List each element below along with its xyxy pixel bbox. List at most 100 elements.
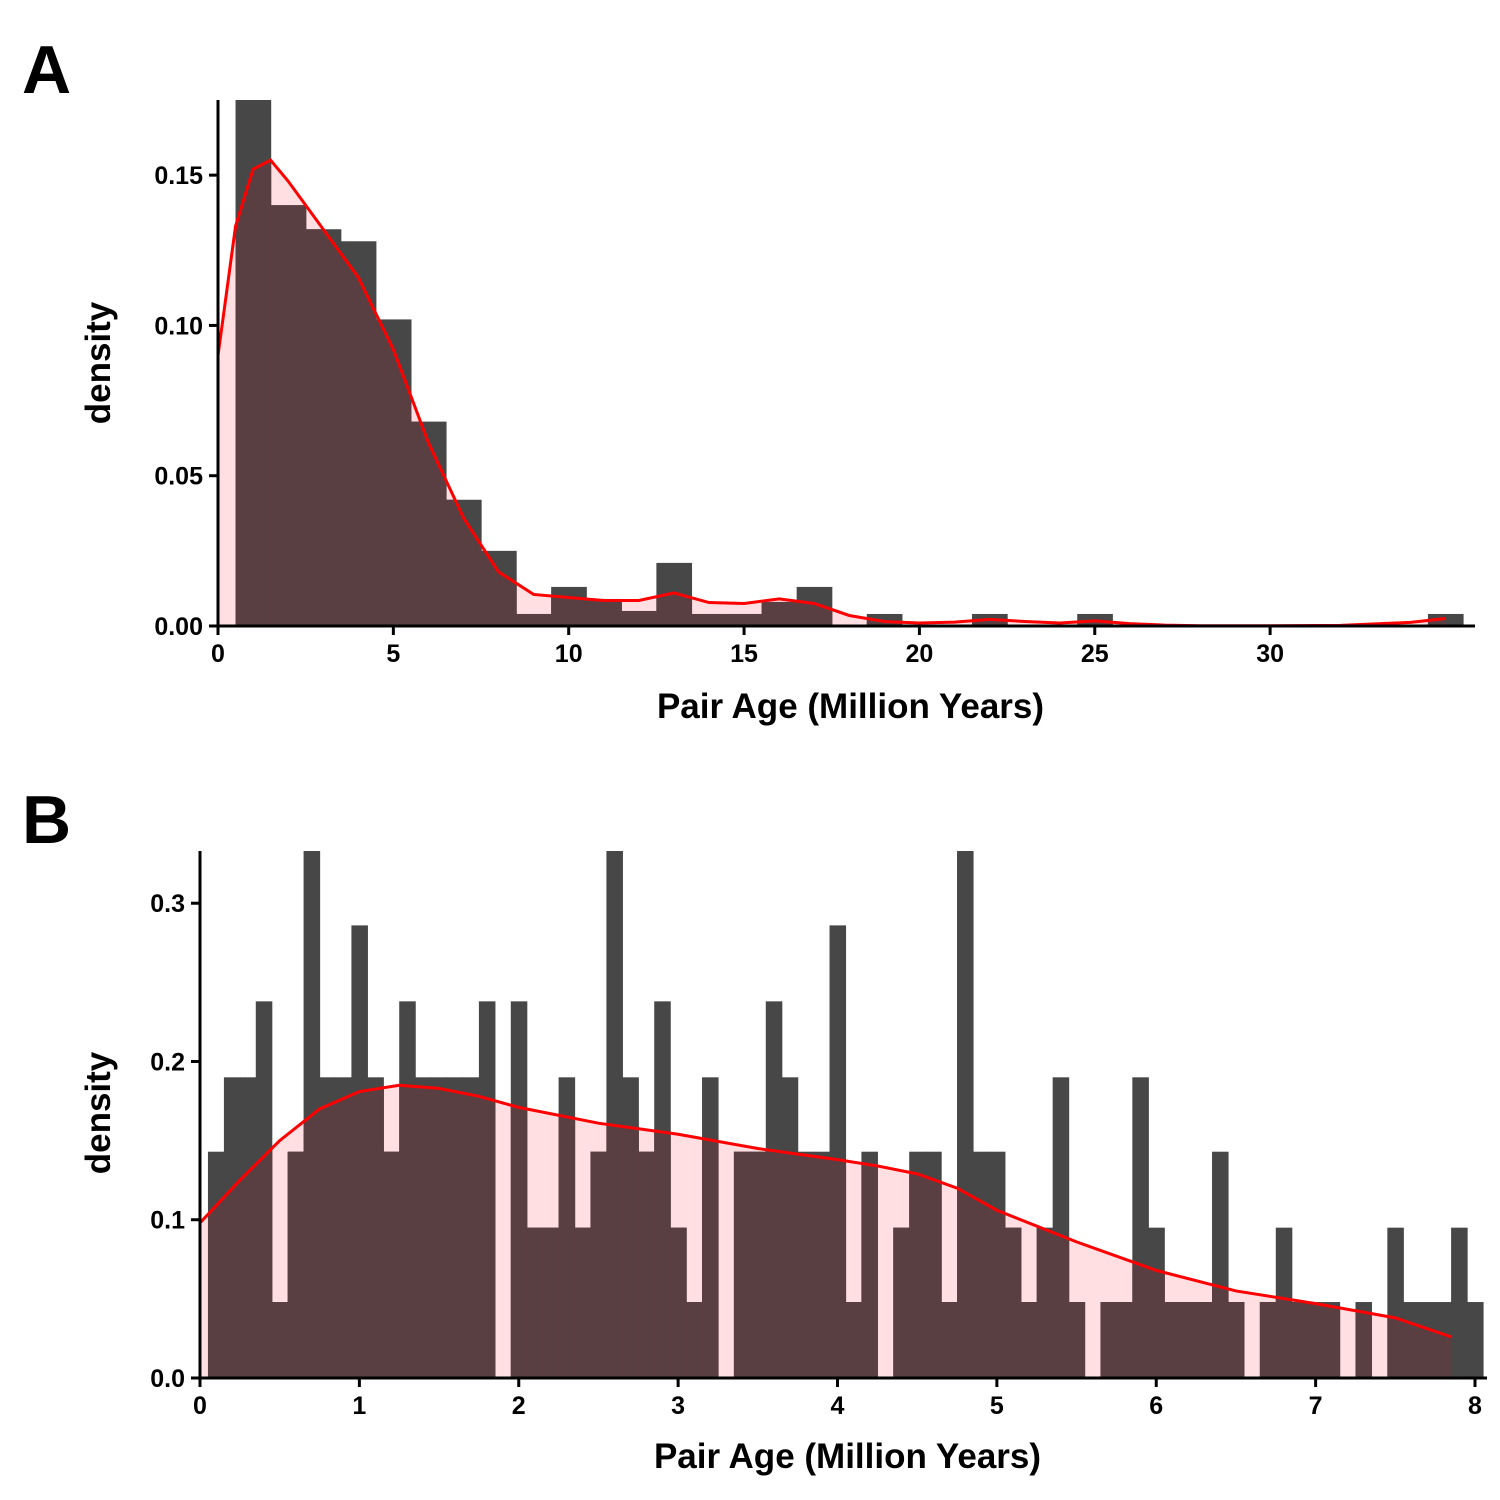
histogram-bar <box>1451 1227 1468 1378</box>
x-tick-label: 20 <box>906 640 934 668</box>
x-tick-label: 7 <box>1309 1392 1323 1420</box>
histogram-bar-overlap <box>383 1151 400 1378</box>
y-tick-label: 0.00 <box>154 613 203 641</box>
x-tick-label: 1 <box>352 1392 366 1420</box>
histogram-bar-overlap <box>516 613 552 626</box>
histogram-bar-overlap <box>1036 1227 1054 1378</box>
histogram-bar-overlap <box>287 1151 305 1378</box>
histogram-bar-overlap <box>691 613 728 626</box>
histogram-bar-overlap <box>1068 1302 1086 1378</box>
histogram-bar-overlap <box>845 1302 863 1378</box>
histogram-bar-overlap <box>1291 1302 1309 1378</box>
x-tick-label: 0 <box>193 1392 207 1420</box>
y-tick-label: 0.10 <box>154 312 203 340</box>
histogram-bar-overlap <box>270 205 307 626</box>
histogram-bar-overlap <box>351 1085 368 1378</box>
histogram-bar-overlap <box>1227 1302 1245 1378</box>
histogram-bar-overlap <box>586 598 622 626</box>
y-tick-label: 0.3 <box>150 890 185 918</box>
histogram-bar-overlap <box>761 601 798 626</box>
histogram-bar-overlap <box>1355 1302 1373 1378</box>
histogram-bar-overlap <box>1323 1302 1341 1378</box>
x-tick-label: 3 <box>671 1392 685 1420</box>
histogram-bar-overlap <box>909 1151 926 1378</box>
histogram-bar-overlap <box>1259 1302 1277 1378</box>
panel-a-chart: 0 5 10 15 20 25 30 0.00 0.05 0.10 0.15 Pair Age (Mi… <box>79 100 1475 726</box>
panel-a-label: A <box>22 32 71 108</box>
histogram-bar-overlap <box>462 1085 480 1378</box>
histogram-bar-overlap <box>654 1085 671 1378</box>
histogram-bar-overlap <box>813 1151 831 1378</box>
x-tick-label: 4 <box>831 1392 845 1420</box>
histogram-bar-overlap <box>925 1151 942 1378</box>
histogram-bar-overlap <box>415 1085 432 1378</box>
y-tick-label: 0.1 <box>150 1207 185 1235</box>
histogram-bar-overlap <box>1180 1302 1197 1378</box>
x-tick-label: 2 <box>512 1392 526 1420</box>
histogram-bar-overlap <box>542 1227 560 1378</box>
histogram-bar-overlap <box>367 1085 384 1378</box>
y-tick-label: 0.05 <box>154 463 203 491</box>
panel-a-density-line <box>216 158 1446 628</box>
x-tick-label: 6 <box>1149 1392 1163 1420</box>
histogram-bar-overlap <box>781 1085 799 1378</box>
x-tick-label: 15 <box>730 640 758 668</box>
histogram-bar-overlap <box>749 1151 767 1378</box>
histogram-bar-overlap <box>431 1085 448 1378</box>
histogram-bar-overlap <box>1004 1227 1022 1378</box>
histogram-bar-overlap <box>447 1085 464 1378</box>
histogram-bar-overlap <box>319 1085 337 1378</box>
y-tick-label: 0.0 <box>150 1365 185 1393</box>
histogram-bar-overlap <box>235 160 272 626</box>
histogram-bar-overlap <box>399 1085 416 1378</box>
histogram-bar-overlap <box>606 1085 623 1378</box>
histogram-bar-overlap <box>335 1085 353 1378</box>
x-tick-label: 5 <box>386 640 400 668</box>
histogram-bar <box>1467 1302 1484 1378</box>
histogram-bar-overlap <box>510 1085 528 1378</box>
histogram-bar-overlap <box>305 229 342 626</box>
panel-b-density-line <box>198 1083 1452 1339</box>
x-tick-label: 0 <box>211 640 225 668</box>
panel-b-label: B <box>22 782 71 858</box>
histogram-bar-overlap <box>1020 1302 1038 1378</box>
histogram-bar-overlap <box>1100 1302 1118 1378</box>
histogram-bar-overlap <box>765 1085 783 1378</box>
histogram-bar-overlap <box>1196 1302 1213 1378</box>
panel-a-y-axis-title: density <box>79 301 118 424</box>
histogram-bar-overlap <box>590 1151 608 1378</box>
y-tick-label: 0.2 <box>150 1048 185 1076</box>
histogram-bar-overlap <box>1164 1302 1181 1378</box>
histogram-bar-overlap <box>574 1227 592 1378</box>
histogram-bar-overlap <box>670 1227 687 1378</box>
histogram-bar-overlap <box>271 1302 289 1378</box>
histogram-bar-overlap <box>1116 1302 1133 1378</box>
x-tick-label: 10 <box>555 640 583 668</box>
histogram-bar-overlap <box>1307 1302 1325 1378</box>
histogram-bar-overlap <box>861 1151 878 1378</box>
histogram-bar-overlap <box>303 1085 321 1378</box>
histogram-bar-overlap <box>972 1151 990 1378</box>
panel-a-x-axis-title: Pair Age (Million Years) <box>657 687 1044 726</box>
histogram-bar-overlap <box>526 1227 544 1378</box>
y-tick-label: 0.15 <box>154 162 203 190</box>
panel-b-chart: 0 1 2 3 4 5 6 7 8 0.0 0.1 0.2 0.3 Pair Age (Million Y… <box>79 851 1487 1476</box>
histogram-bar-overlap <box>558 1085 576 1378</box>
histogram-bar-overlap <box>622 1085 639 1378</box>
histogram-bar-overlap <box>733 1151 751 1378</box>
histogram-bar-overlap <box>638 1151 655 1378</box>
panel-b-y-axis-title: density <box>79 1051 118 1174</box>
histogram-bar-overlap <box>621 610 657 626</box>
histogram-bar-overlap <box>478 1085 496 1378</box>
x-tick-label: 5 <box>990 1392 1004 1420</box>
histogram-bar-overlap <box>702 1085 719 1378</box>
histogram-bar-overlap <box>686 1302 703 1378</box>
histogram-bar-overlap <box>893 1227 910 1378</box>
histogram-bar-overlap <box>941 1302 958 1378</box>
histogram-bar-overlap <box>797 1151 815 1378</box>
histogram-bar-overlap <box>726 613 763 626</box>
x-tick-label: 30 <box>1256 640 1284 668</box>
x-tick-label: 8 <box>1468 1392 1482 1420</box>
x-tick-label: 25 <box>1081 640 1109 668</box>
